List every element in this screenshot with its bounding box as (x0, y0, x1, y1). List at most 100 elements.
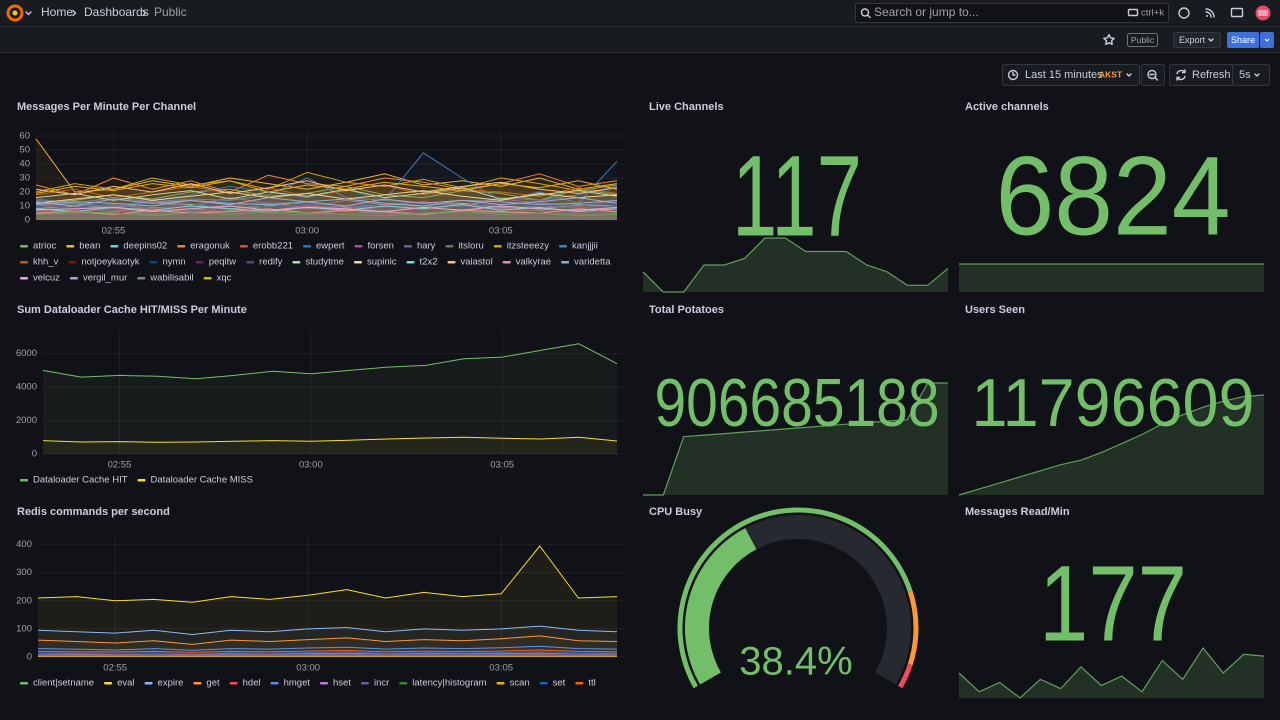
legend-label: ewpert (316, 241, 345, 252)
legend-swatch (239, 245, 248, 248)
sparkline (958, 394, 1265, 496)
panel-title: Active channels (965, 101, 1049, 113)
interval-picker[interactable] (1232, 64, 1270, 86)
series-fill (36, 197, 617, 220)
legend-label: studytme (305, 257, 344, 268)
news-icon-dot (1206, 15, 1208, 17)
legend-label: bean (79, 241, 100, 252)
stat-value: 6824 (996, 134, 1231, 259)
kiosk-icon[interactable] (1230, 7, 1244, 18)
sparkline (643, 382, 948, 496)
legend-label: expire (158, 678, 184, 689)
zoom-icon (1147, 69, 1157, 80)
export-button[interactable] (1173, 32, 1221, 48)
legend-label: erobb221 (253, 241, 293, 252)
legend-swatch (229, 682, 238, 685)
legend-swatch (354, 245, 363, 248)
avatar-pattern (1258, 10, 1268, 16)
legend-label: xqc (217, 273, 232, 284)
legend-label: nymn (162, 257, 185, 268)
panel-title: Redis commands per second (17, 506, 170, 518)
sparkline-fill (959, 648, 1264, 698)
series-line (35, 197, 618, 207)
logo[interactable] (6, 4, 24, 22)
legend-swatch (403, 245, 412, 248)
legend-label: redify (259, 257, 282, 268)
share-menu-button[interactable] (1260, 32, 1274, 48)
breadcrumb[interactable]: Dashboards (84, 5, 149, 19)
legend-label: client|setname (33, 678, 94, 689)
star-icon[interactable] (1103, 33, 1115, 46)
legend-swatch (144, 682, 153, 685)
sparkline-fill (959, 264, 1264, 292)
sparkline-fill (959, 395, 1264, 495)
clock-icon (1007, 69, 1019, 81)
legend-swatch (203, 277, 212, 280)
refresh-interval: 5s (1239, 69, 1251, 81)
legend-swatch (149, 261, 158, 264)
legend-swatch (20, 479, 28, 482)
legend-swatch (561, 261, 570, 264)
panel-title: Messages Per Minute Per Channel (17, 101, 196, 113)
series-line (35, 190, 618, 204)
panel-title: CPU Busy (649, 506, 703, 518)
legend-swatch (493, 245, 502, 248)
legend-swatch (20, 261, 28, 264)
time-picker[interactable] (1002, 64, 1140, 86)
series-line (42, 343, 618, 380)
search-icon (860, 8, 870, 17)
share-label: Share (1231, 35, 1255, 45)
legend-swatch (360, 682, 369, 685)
legend-swatch (246, 261, 255, 264)
series-line (37, 625, 618, 635)
legend-swatch (502, 261, 511, 264)
legend-label: valkyrae (516, 257, 551, 268)
help-icon[interactable] (1178, 7, 1190, 19)
legend-swatch (66, 245, 75, 248)
legend-swatch (20, 277, 28, 280)
legend-swatch (270, 682, 279, 685)
legend-swatch (20, 682, 28, 685)
y-tick-label: 100 (16, 623, 32, 634)
breadcrumb[interactable]: Home (41, 5, 73, 19)
legend-label: wabilisabil (149, 273, 193, 284)
legend-label: hary (417, 241, 436, 252)
series-line (35, 205, 618, 213)
y-tick-label: 200 (16, 595, 32, 606)
legend-swatch (399, 682, 408, 685)
keyboard-icon (1127, 8, 1139, 17)
panel-title: Total Potatoes (649, 304, 724, 316)
series-line (35, 204, 618, 213)
search-box[interactable] (855, 3, 1169, 23)
search-placeholder: Search or jump to... (874, 5, 979, 19)
panel-title: Messages Read/Min (965, 506, 1070, 518)
legend-swatch (320, 682, 328, 685)
chevron (142, 9, 147, 17)
sparkline-fill (643, 383, 948, 495)
legend-swatch (177, 245, 186, 248)
shortcut: ctrl+k (1141, 8, 1164, 19)
legend-label: itzsteeezy (507, 241, 549, 252)
legend-label: notjoeykaotyk (81, 257, 139, 268)
legend-label: forsen (368, 241, 394, 252)
y-tick-label: 400 (16, 539, 32, 550)
threshold-band (907, 590, 919, 666)
legend-label: hdel (243, 678, 261, 689)
series-line (37, 651, 618, 655)
x-tick-label: 03:00 (299, 460, 323, 471)
share-button[interactable] (1227, 32, 1259, 48)
x-tick-label: 03:00 (296, 663, 320, 674)
export-label: Export (1179, 35, 1206, 45)
y-tick-label: 50 (19, 145, 30, 156)
x-tick-label: 03:00 (295, 226, 319, 237)
y-tick-label: 0 (27, 652, 32, 663)
panel-title: Users Seen (965, 304, 1025, 316)
legend-label: khh_v (33, 257, 59, 268)
sparkline (958, 646, 1265, 699)
logo-ring (6, 4, 24, 22)
legend-label: hmget (284, 678, 311, 689)
x-tick-label: 03:05 (489, 663, 513, 674)
x-tick-label: 02:55 (108, 460, 132, 471)
news-icon[interactable] (1205, 8, 1215, 18)
